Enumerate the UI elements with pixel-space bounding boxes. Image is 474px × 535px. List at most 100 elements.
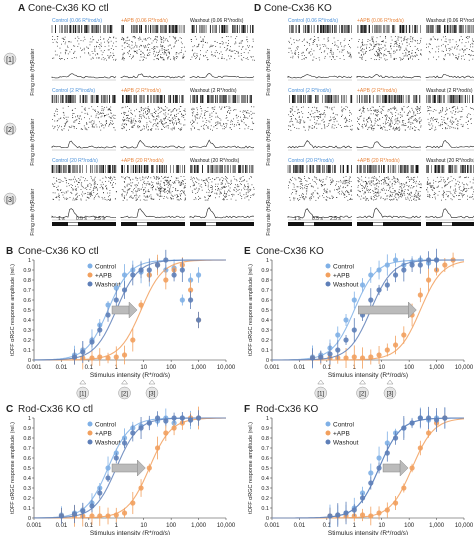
raster-dot [469,49,470,50]
raster-dot [105,185,107,186]
raster-dot [323,121,325,123]
raster-dot [226,59,228,61]
raster-dot [247,117,249,119]
raster-dot [145,117,147,119]
raster-dot [93,120,95,122]
raster-dot [207,194,209,196]
raster-dot [396,42,398,43]
raster-dot [88,198,90,199]
raster-dot [242,176,244,177]
raster-dot [298,177,299,179]
raster-dot [131,127,133,128]
raster-dot [341,110,343,112]
raster-dot [109,55,111,57]
raster-dot [149,184,151,186]
raster-dot [160,191,162,193]
raster-dot [210,54,212,56]
raster-dot [399,43,401,45]
raster-dot [84,188,86,189]
raster-dot [385,55,387,56]
raster-dot [449,41,451,43]
raster-dot [100,46,102,47]
raster-dot [143,52,144,54]
raster-dot [314,177,316,179]
raster-dot [455,57,457,59]
raster-dot [211,51,213,53]
raster-dot [74,108,76,109]
raster-dot [300,178,302,180]
raster-dot [329,56,331,58]
raster-dot [140,129,141,131]
raster-dot [349,110,351,112]
raster-dot [229,113,231,114]
raster-dot [102,187,104,189]
raster-dot [289,196,291,198]
raster-dot [172,110,174,112]
raster-dot [130,119,132,121]
raster-dot [253,122,255,124]
raster-dot [226,45,228,47]
raster-dot [363,53,365,55]
raster-dot [109,109,111,111]
raster-dot [348,192,350,193]
raster-dot [140,188,142,190]
raster-dot [122,176,124,178]
raster-dot [395,122,397,124]
raster-dot [229,127,231,129]
raster-dot [400,37,402,39]
raster-dot [326,191,328,193]
raster-dot [86,188,88,190]
raster-dot [397,117,399,119]
raster-dot [345,121,347,123]
raster-dot [134,37,136,39]
raster-dot [344,181,346,183]
raster-dot [142,59,144,60]
raster-dot [93,189,94,191]
raster-dot [147,183,149,184]
raster-dot [396,49,398,51]
raster-dot [374,122,376,124]
raster-dot [180,176,182,177]
raster-dot [154,38,155,40]
raster-dot [429,39,431,41]
raster-dot [165,39,167,41]
raster-dot [244,197,246,199]
raster-dot [95,116,97,118]
raster-dot [449,107,451,109]
raster-dot [123,127,125,129]
raster-dot [206,199,208,201]
raster-dot [408,58,410,60]
raster-dot [373,195,375,197]
raster-dot [61,37,63,39]
raster-dot [113,114,115,116]
raster-dot [328,123,330,124]
raster-dot [331,127,333,129]
raster-dot [147,108,149,109]
raster-dot [101,115,103,117]
raster-dot [128,177,130,179]
raster-dot [414,39,416,41]
raster-dot [345,117,346,119]
raster-dot [319,123,321,125]
raster-dot [471,50,473,52]
raster-dot [451,124,453,125]
raster-dot [324,190,326,192]
raster-dot [106,188,108,190]
raster-dot [131,196,133,198]
raster-dot [110,178,111,180]
raster-dot [165,179,167,181]
raster-dot [243,57,245,58]
raster-dot [147,113,148,115]
raster-dot [321,114,323,115]
raster-dot [184,194,186,196]
raster-dot [290,37,292,39]
raster-dot [141,45,142,47]
raster-dot [208,177,210,179]
raster-dot [92,53,94,54]
raster-dot [379,47,381,49]
raster-dot [155,125,157,127]
raster-dot [455,111,456,113]
raster-dot [386,184,388,186]
raster-dot [183,117,185,118]
raster-dot [103,116,105,118]
